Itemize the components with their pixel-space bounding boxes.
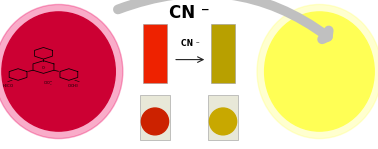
- Text: $\mathsf{OCH_3}$: $\mathsf{OCH_3}$: [67, 83, 79, 90]
- Bar: [140, 95, 170, 140]
- Ellipse shape: [0, 4, 123, 139]
- Ellipse shape: [265, 12, 374, 131]
- Ellipse shape: [209, 108, 237, 135]
- Ellipse shape: [257, 4, 378, 139]
- Text: O⁺: O⁺: [42, 66, 46, 70]
- Bar: [211, 24, 235, 83]
- Ellipse shape: [2, 12, 115, 131]
- Text: CN ⁻: CN ⁻: [169, 4, 209, 22]
- Text: CN ⁻: CN ⁻: [181, 39, 200, 48]
- Bar: [143, 24, 167, 83]
- Text: $\mathsf{H_3CO}$: $\mathsf{H_3CO}$: [2, 83, 15, 90]
- Text: $\mathsf{ClO_4^-}$: $\mathsf{ClO_4^-}$: [43, 79, 53, 87]
- Ellipse shape: [141, 108, 169, 135]
- Bar: [208, 95, 238, 140]
- FancyArrowPatch shape: [118, 0, 329, 39]
